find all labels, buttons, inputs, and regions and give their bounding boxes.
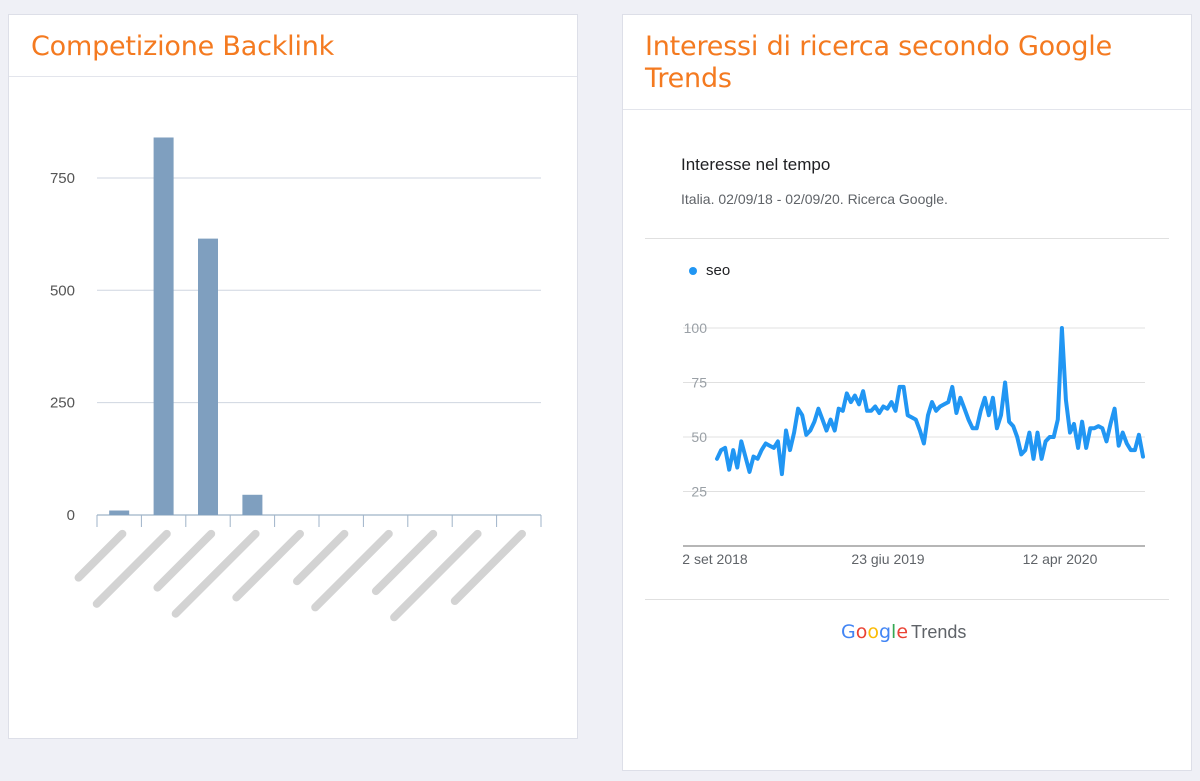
trends-widget-title: Interesse nel tempo (681, 155, 831, 174)
x-category-label-blurred (153, 529, 216, 592)
y-tick-label: 750 (50, 170, 75, 187)
google-logo-letter: G (841, 621, 856, 643)
x-category-label-blurred (450, 529, 526, 606)
bar (153, 137, 174, 515)
legend-dot-icon (689, 266, 697, 275)
y-tick-label: 75 (691, 375, 707, 391)
trends-card-header: Interessi di ricerca secondo Google Tren… (623, 15, 1191, 110)
google-logo-letter: g (878, 621, 892, 643)
trends-card-title-line1: Interessi di ricerca secondo Google (645, 31, 1112, 62)
trends-widget-header: Interesse nel tempo Italia. 02/09/18 - 0… (681, 155, 948, 207)
backlink-card-title: Competizione Backlink (31, 31, 335, 62)
x-tick-label: 12 apr 2020 (1023, 551, 1098, 567)
y-tick-label: 500 (50, 282, 75, 299)
x-tick-label: 23 giu 2019 (851, 551, 924, 567)
blurred-label-shape (232, 529, 304, 602)
x-category-label-blurred (292, 529, 349, 586)
google-logo-letters: Google (841, 621, 908, 644)
trends-logo-word: Trends (911, 622, 967, 642)
blurred-label-shape (371, 529, 438, 596)
trends-card-title: Interessi di ricerca secondo Google Tren… (623, 15, 1191, 95)
trends-widget-subtitle: Italia. 02/09/18 - 02/09/20. Ricerca Goo… (681, 191, 948, 207)
blurred-label-shape (390, 529, 482, 622)
x-category-label-blurred (74, 529, 127, 582)
blurred-label-shape (292, 529, 349, 586)
blurred-label-shape (92, 529, 171, 608)
y-tick-label: 0 (67, 507, 75, 524)
backlink-competition-card: Competizione Backlink 0 250 500 750 (8, 14, 578, 739)
y-tick-label: 250 (50, 395, 75, 412)
trends-divider-bottom (645, 599, 1169, 600)
y-tick-label: 50 (691, 429, 707, 445)
y-tick-label: 100 (684, 320, 708, 336)
google-logo-letter: l (891, 621, 897, 643)
trends-line-chart: 25 50 75 100 2 set 2018 23 giu 2019 12 apr 202… (682, 320, 1145, 567)
google-logo-letter: o (855, 621, 868, 643)
x-category-label-blurred (390, 529, 482, 622)
x-category-label-blurred (371, 529, 438, 596)
google-logo-letter: o (867, 621, 879, 643)
trends-divider-top (645, 238, 1169, 239)
google-logo-letter: e (896, 621, 909, 643)
x-category-label-blurred (92, 529, 171, 608)
bar (198, 238, 218, 516)
google-trends-card: Interessi di ricerca secondo Google Tren… (622, 14, 1192, 771)
series-line-seo (715, 326, 1145, 477)
x-category-label-blurred (171, 529, 260, 618)
blurred-label-shape (153, 529, 216, 592)
blurred-label-shape (450, 529, 526, 606)
bar (109, 510, 130, 515)
legend-series-label: seo (706, 262, 731, 279)
x-tick-label: 2 set 2018 (682, 551, 748, 567)
bar (242, 494, 263, 515)
y-tick-label: 25 (691, 484, 707, 500)
blurred-label-shape (74, 529, 127, 582)
backlink-card-header: Competizione Backlink (9, 15, 577, 77)
x-category-label-blurred (311, 529, 393, 612)
trends-legend: seo (689, 262, 730, 279)
google-trends-logo: Google Trends (841, 621, 966, 644)
x-category-label-blurred (232, 529, 304, 602)
backlink-bar-chart: 0 250 500 750 (50, 137, 542, 622)
blurred-label-shape (311, 529, 393, 612)
blurred-label-shape (171, 529, 260, 618)
trends-card-title-line2: Trends (645, 63, 732, 94)
